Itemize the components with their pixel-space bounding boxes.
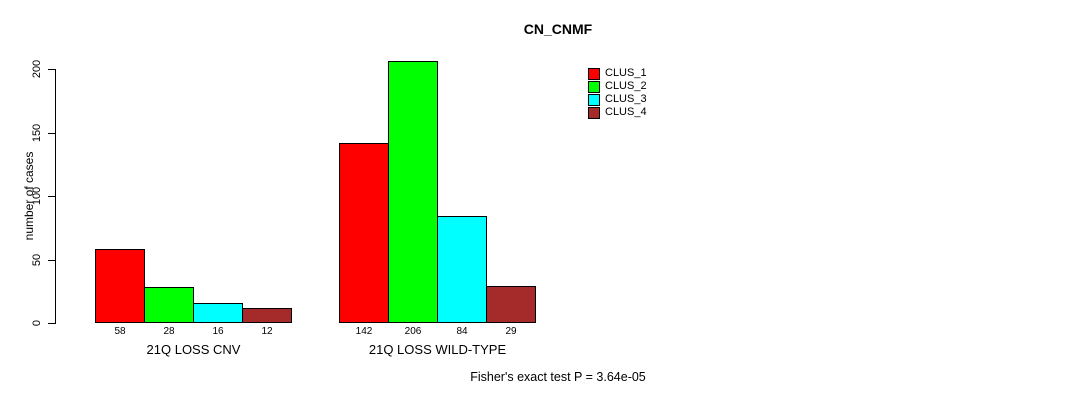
bar	[388, 61, 438, 323]
y-tick-mark	[48, 133, 55, 134]
fisher-test-caption: Fisher's exact test P = 3.64e-05	[470, 370, 646, 384]
y-axis-line	[55, 69, 56, 324]
legend-color-swatch	[588, 93, 600, 106]
bar-value-label: 84	[456, 326, 468, 337]
bar-value-label: 58	[114, 326, 126, 337]
bar	[486, 286, 536, 323]
bar-value-label: 16	[212, 326, 224, 337]
legend-item: CLUS_4	[588, 106, 647, 119]
legend-label: CLUS_1	[605, 67, 647, 79]
legend-item: CLUS_3	[588, 93, 647, 106]
y-tick-mark	[48, 196, 55, 197]
bar-value-label: 28	[163, 326, 175, 337]
y-tick-label: 0	[31, 319, 43, 327]
category-label: 21Q LOSS WILD-TYPE	[368, 342, 507, 357]
bar-value-label: 142	[355, 326, 373, 337]
bar-value-label: 12	[261, 326, 273, 337]
legend-color-swatch	[588, 106, 600, 119]
bar	[437, 216, 487, 323]
bar	[339, 143, 389, 323]
legend-label: CLUS_3	[605, 93, 647, 105]
legend-color-swatch	[588, 80, 600, 93]
y-tick-label: 150	[31, 123, 43, 143]
bar	[144, 287, 194, 323]
chart-title: CN_CNMF	[523, 21, 593, 37]
y-tick-mark	[48, 69, 55, 70]
legend-item: CLUS_2	[588, 80, 647, 93]
y-tick-label: 50	[31, 253, 43, 267]
bar	[193, 303, 243, 323]
legend-color-swatch	[588, 67, 600, 80]
y-tick-label: 200	[31, 59, 43, 79]
bar-value-label: 29	[505, 326, 517, 337]
legend-label: CLUS_2	[605, 80, 647, 92]
legend-item: CLUS_1	[588, 67, 647, 80]
bar-value-label: 206	[404, 326, 422, 337]
bar	[95, 249, 145, 323]
category-label: 21Q LOSS CNV	[146, 342, 241, 357]
legend: CLUS_1 CLUS_2 CLUS_3 CLUS_4	[588, 67, 647, 119]
y-tick-label: 100	[31, 186, 43, 206]
y-tick-mark	[48, 260, 55, 261]
bar	[242, 308, 292, 323]
legend-label: CLUS_4	[605, 106, 647, 118]
y-tick-mark	[48, 323, 55, 324]
